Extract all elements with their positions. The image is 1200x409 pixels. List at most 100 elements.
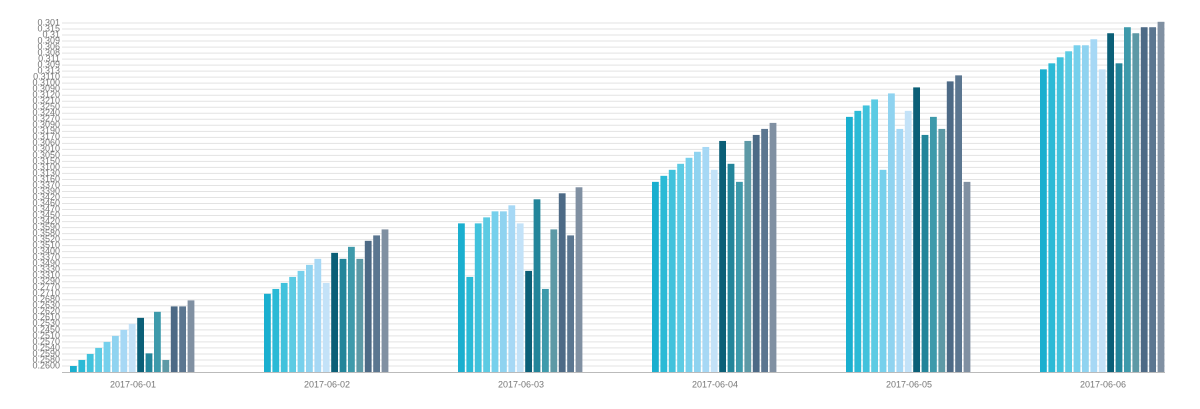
bar [1107, 33, 1114, 372]
bar [458, 223, 465, 372]
bar [306, 264, 313, 372]
bar [558, 193, 566, 372]
y-tick-label: 0.313 [37, 66, 60, 76]
x-tick-label: 2017-06-03 [498, 379, 544, 389]
bar [314, 258, 322, 372]
bar [297, 270, 305, 372]
y-tick-label: 0.3370 [32, 252, 60, 262]
bar [1124, 27, 1131, 372]
bar [963, 181, 971, 372]
bar [1098, 69, 1106, 372]
y-tick-label: 0.2630 [32, 300, 60, 310]
bar [668, 169, 676, 372]
bar [685, 157, 693, 372]
bar [1140, 27, 1148, 372]
y-tick-label: 0.2620 [32, 306, 60, 316]
bar [356, 258, 364, 372]
x-tick-label: 2017-06-05 [886, 379, 932, 389]
bar [112, 335, 119, 372]
bar [913, 87, 920, 373]
y-tick-label: 0.3010 [32, 144, 60, 154]
bar [86, 353, 94, 372]
bar [702, 146, 710, 372]
bar [348, 246, 355, 372]
y-tick-label: 0.3210 [32, 96, 60, 106]
y-tick-label: 0.3060 [32, 138, 60, 148]
y-tick-label: 0.31 [42, 29, 60, 39]
bar [1056, 57, 1064, 373]
bar [483, 217, 490, 372]
bar [322, 282, 330, 372]
y-tick-label: 0.3110 [33, 72, 60, 82]
bar [938, 128, 946, 372]
bar [846, 116, 853, 372]
y-tick-label: 0.3190 [32, 126, 60, 136]
bar [862, 105, 870, 372]
y-tick-label: 0.3270 [32, 114, 60, 124]
y-tick-label: 0.3250 [32, 102, 60, 112]
bar [930, 116, 937, 372]
bar [677, 163, 684, 372]
y-tick-label: 0.301 [37, 17, 60, 27]
bar [500, 211, 507, 372]
bar [761, 128, 768, 372]
x-tick-label: 2017-06-02 [304, 379, 350, 389]
y-tick-label: 0.3100 [32, 78, 60, 88]
bar [871, 99, 878, 372]
bar [1065, 51, 1072, 373]
bar [752, 134, 760, 372]
y-tick-label: 0.2540 [32, 342, 60, 352]
x-tick-label: 2017-06-04 [692, 379, 738, 389]
bar [339, 258, 347, 372]
bar [162, 359, 170, 372]
bar [95, 347, 102, 372]
y-tick-label: 0.2710 [32, 288, 60, 298]
bar [187, 300, 195, 372]
bar [1073, 45, 1081, 373]
bar [1157, 21, 1165, 373]
y-tick-label: 0.3130 [32, 168, 60, 178]
y-tick-label: 0.3520 [32, 234, 60, 244]
y-tick-label: 0.3310 [32, 270, 60, 280]
bar [289, 276, 296, 372]
bar [769, 122, 777, 373]
x-tick-label: 2017-06-06 [1080, 379, 1126, 389]
bar [280, 282, 288, 372]
y-tick-label: 0.306 [37, 41, 60, 51]
bar [542, 288, 549, 372]
bar [710, 169, 718, 372]
y-tick-label: 0.3050 [32, 150, 60, 160]
y-tick-label: 0.3460 [32, 198, 60, 208]
x-tick-label: 2017-06-01 [110, 379, 156, 389]
bar [888, 93, 895, 373]
bar [103, 341, 111, 372]
y-tick-label: 0.3240 [32, 108, 60, 118]
bar [533, 199, 541, 372]
bar [854, 110, 862, 372]
bar [719, 140, 726, 372]
y-tick-label: 0.309 [37, 35, 60, 45]
y-tick-label: 0.3370 [32, 180, 60, 190]
bar [70, 365, 77, 372]
y-tick-label: 0.3420 [32, 216, 60, 226]
y-tick-label: 0.2510 [32, 330, 60, 340]
bar [1040, 69, 1047, 372]
bar [660, 175, 668, 372]
bar [567, 235, 574, 372]
bar [744, 140, 752, 372]
bar [137, 317, 144, 372]
bar [896, 128, 904, 372]
bar [331, 252, 338, 372]
bar [1048, 63, 1056, 372]
bar [154, 311, 161, 372]
y-tick-label: 0.3420 [32, 192, 60, 202]
bar [550, 229, 558, 372]
y-tick-label: 0.2600 [32, 360, 60, 370]
y-tick-label: 0.2680 [32, 294, 60, 304]
bar [946, 81, 954, 372]
bar [264, 293, 271, 372]
bar [904, 110, 912, 372]
bar [272, 288, 280, 372]
